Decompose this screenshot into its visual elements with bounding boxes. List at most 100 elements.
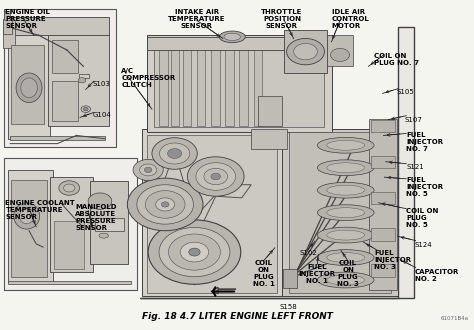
Ellipse shape [318,137,374,153]
Bar [8,281,131,284]
Ellipse shape [318,227,374,243]
Bar [4,9,116,147]
Ellipse shape [219,31,245,43]
Bar [11,45,44,124]
Ellipse shape [318,160,374,176]
Circle shape [168,234,220,270]
Bar [147,135,277,293]
Text: ENGINE COOLANT
TEMPERATURE
SENSOR: ENGINE COOLANT TEMPERATURE SENSOR [5,200,75,219]
Text: FUEL
INJECTOR
NO. 3: FUEL INJECTOR NO. 3 [374,250,411,270]
Text: S121: S121 [406,164,424,170]
Bar [371,228,395,241]
Text: S102: S102 [299,250,317,256]
Bar [4,11,10,20]
Text: COIL ON
PLUG NO. 7: COIL ON PLUG NO. 7 [374,53,419,66]
Ellipse shape [318,272,374,288]
Polygon shape [211,287,236,294]
Bar [11,180,46,277]
Bar [251,129,287,149]
Ellipse shape [327,163,365,173]
Bar [225,44,234,126]
Text: IDLE AIR
CONTROL
MOTOR: IDLE AIR CONTROL MOTOR [331,9,369,29]
Text: CAPACITOR
NO. 2: CAPACITOR NO. 2 [415,269,459,281]
Circle shape [78,78,86,83]
Bar [48,34,109,126]
Text: G104: G104 [93,113,111,118]
Bar [155,42,324,127]
Bar [369,119,397,290]
Bar [211,44,219,126]
Circle shape [287,39,324,65]
Bar [147,37,331,50]
Text: A/C
COMPRESSOR
CLUTCH: A/C COMPRESSOR CLUTCH [121,68,175,88]
Text: S105: S105 [397,89,414,95]
Bar [284,30,327,73]
Ellipse shape [327,275,365,285]
Circle shape [128,178,203,231]
Polygon shape [140,27,414,298]
Ellipse shape [327,208,365,217]
Bar [54,221,84,269]
Bar [95,217,124,231]
Circle shape [189,248,200,256]
Circle shape [148,220,241,284]
Bar [327,35,353,66]
Text: MANIFOLD
ABSOLUTE
PRESSURE
SENSOR: MANIFOLD ABSOLUTE PRESSURE SENSOR [75,204,117,231]
Bar [171,44,179,126]
Text: FUEL
INJECTOR
NO. 7: FUEL INJECTOR NO. 7 [406,132,443,152]
Circle shape [152,138,197,169]
Ellipse shape [224,33,240,41]
Bar [52,81,78,121]
Ellipse shape [21,78,37,98]
Bar [8,20,50,139]
Text: FUEL
INJECTOR
NO. 1: FUEL INJECTOR NO. 1 [299,264,336,283]
Bar [4,158,137,290]
Text: S107: S107 [405,117,423,123]
Circle shape [59,181,80,195]
Text: COIL ON
PLUG
NO. 5: COIL ON PLUG NO. 5 [406,208,438,228]
Bar [3,20,15,48]
Circle shape [196,163,236,190]
Text: INTAKE AIR
TEMPERATURE
SENSOR: INTAKE AIR TEMPERATURE SENSOR [168,9,226,29]
Circle shape [88,193,112,209]
Text: COIL
ON
PLUG
NO. 1: COIL ON PLUG NO. 1 [253,260,274,287]
Circle shape [330,48,349,61]
Circle shape [83,108,88,111]
Bar [371,156,395,168]
Bar [52,40,78,73]
Circle shape [81,106,91,113]
Bar [91,182,128,264]
Bar [159,44,167,126]
Circle shape [145,167,152,173]
Text: FUEL
INJECTOR
NO. 5: FUEL INJECTOR NO. 5 [406,178,443,197]
Ellipse shape [318,250,374,265]
Bar [10,136,105,140]
Text: S103: S103 [93,81,111,87]
Circle shape [187,157,244,196]
Bar [371,264,395,277]
Text: ENGINE OIL
PRESSURE
SENSOR: ENGINE OIL PRESSURE SENSOR [5,9,50,29]
Bar [283,269,298,288]
Bar [3,19,11,34]
Bar [371,120,395,132]
Ellipse shape [14,203,40,229]
Bar [289,132,391,293]
Bar [147,35,331,132]
Circle shape [180,242,209,262]
Circle shape [156,198,174,211]
Circle shape [294,44,318,60]
Bar [254,44,262,126]
Circle shape [137,185,193,224]
Bar [8,170,53,282]
Bar [258,96,282,126]
Text: S158: S158 [279,304,297,310]
Circle shape [211,173,220,180]
Bar [182,44,191,126]
Text: 61071B4a: 61071B4a [440,316,469,321]
Ellipse shape [327,140,365,150]
Ellipse shape [19,208,34,224]
Ellipse shape [327,185,365,195]
Bar [79,74,89,78]
Circle shape [64,184,75,192]
Text: COIL
ON
PLUG
NO. 3: COIL ON PLUG NO. 3 [337,260,359,287]
